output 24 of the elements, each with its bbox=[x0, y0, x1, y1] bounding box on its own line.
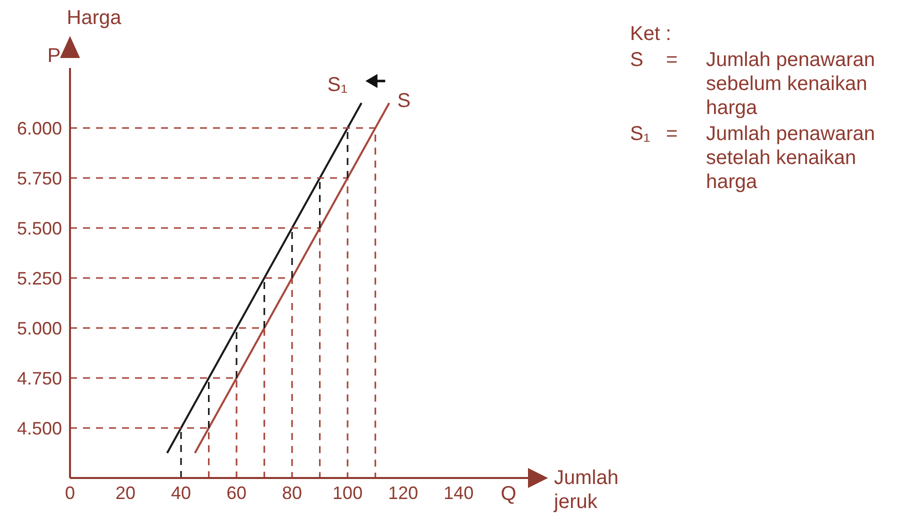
y-axis-title: Harga bbox=[66, 7, 122, 29]
x-tick-label: 60 bbox=[226, 482, 247, 503]
y-tick-label: 5.500 bbox=[16, 218, 62, 238]
text: Ket : bbox=[630, 23, 672, 45]
y-tick-label: 5.250 bbox=[16, 268, 62, 288]
x-tick-label: 120 bbox=[388, 482, 418, 503]
y-tick-label: 5.750 bbox=[16, 168, 62, 188]
x-tick-label: 20 bbox=[116, 482, 136, 503]
y-tick-label: 6.000 bbox=[16, 118, 62, 138]
x-tick-label: 40 bbox=[171, 482, 192, 503]
text: Q bbox=[500, 483, 516, 505]
y-tick-label: 4.750 bbox=[16, 368, 62, 388]
x-tick-label: 140 bbox=[444, 482, 474, 503]
x-tick-label: 100 bbox=[332, 482, 363, 503]
text: S₁ = Jumlah penawaran setelah kenaikan harga bbox=[630, 123, 875, 193]
y-tick-label: 4.500 bbox=[16, 418, 62, 438]
x-tick-label: 0 bbox=[64, 482, 76, 503]
series-label: S bbox=[397, 90, 411, 112]
text: P bbox=[47, 45, 61, 67]
x-axis-title: Jumlah jeruk bbox=[554, 467, 618, 513]
x-tick-label: 80 bbox=[282, 482, 302, 503]
legend-label: S₁ bbox=[327, 74, 348, 96]
text: S = Jumlah penawaran sebelum kenaikan harga bbox=[630, 49, 875, 119]
y-tick-label: 5.000 bbox=[16, 318, 62, 338]
